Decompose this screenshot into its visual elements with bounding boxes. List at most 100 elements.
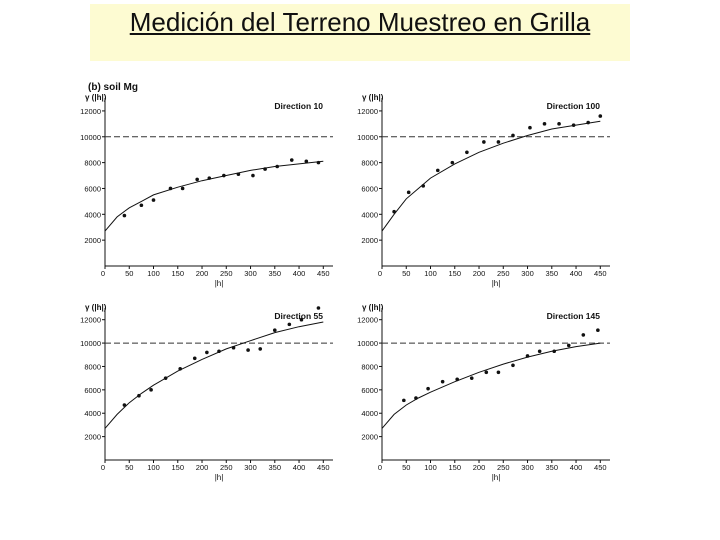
figure-label: (b) soil Mg (88, 82, 138, 93)
sample-point (149, 388, 153, 392)
sample-point (421, 184, 426, 188)
y-tick-label: 4000 (361, 409, 378, 418)
y-tick-label: 12000 (80, 316, 101, 325)
y-axis-label: γ (|h|) (85, 93, 107, 102)
sample-point (163, 376, 168, 380)
sample-point (180, 186, 185, 191)
x-tick-label: 0 (378, 269, 382, 278)
sample-point (222, 173, 226, 178)
y-tick-label: 2000 (361, 433, 378, 442)
y-tick-label: 4000 (84, 210, 101, 219)
x-tick-label: 400 (570, 269, 583, 278)
sample-point (192, 356, 197, 361)
y-tick-label: 12000 (80, 107, 101, 116)
y-tick-label: 12000 (357, 316, 378, 325)
y-tick-label: 4000 (361, 210, 378, 219)
sample-point (557, 122, 561, 126)
x-tick-label: 400 (570, 463, 583, 472)
x-tick-label: 200 (196, 269, 209, 278)
y-tick-label: 8000 (84, 362, 101, 371)
y-axis-label: γ (|h|) (362, 93, 384, 102)
x-tick-label: 150 (172, 269, 185, 278)
sample-point (440, 379, 445, 384)
panel-4: 2000 4000 6000 8000 10000 12000 0 50 100 150 200 25… (357, 303, 610, 482)
x-tick-label: 200 (196, 463, 209, 472)
y-tick-label: 10000 (357, 133, 378, 142)
model-curve (381, 342, 601, 429)
y-tick-label: 2000 (84, 236, 101, 245)
x-tick-label: 350 (546, 463, 559, 472)
sample-point (236, 172, 241, 177)
sample-point (168, 186, 173, 191)
x-tick-label: 100 (424, 463, 437, 472)
x-axis-label: |h| (492, 279, 501, 288)
y-tick-label: 2000 (361, 236, 378, 245)
x-tick-label: 50 (402, 463, 410, 472)
x-tick-label: 400 (293, 269, 306, 278)
sample-point (426, 386, 430, 391)
sample-point (525, 354, 530, 358)
x-tick-label: 0 (378, 463, 382, 472)
x-tick-label: 300 (244, 463, 257, 472)
y-tick-label: 12000 (357, 107, 378, 116)
x-tick-label: 50 (125, 269, 133, 278)
x-tick-label: 300 (521, 269, 534, 278)
x-tick-label: 150 (449, 269, 462, 278)
sample-point (586, 120, 590, 125)
x-axis-label: |h| (492, 473, 501, 482)
x-tick-label: 0 (101, 463, 105, 472)
y-tick-label: 2000 (84, 433, 101, 442)
sample-point (511, 133, 515, 138)
x-tick-label: 450 (594, 269, 607, 278)
sample-point (537, 349, 542, 354)
sample-point (406, 190, 411, 195)
panel-title: Direction 100 (547, 101, 601, 111)
sample-point (465, 150, 469, 155)
sample-point (122, 213, 127, 218)
y-tick-label: 10000 (80, 339, 101, 348)
sample-point (571, 123, 576, 127)
sample-point (299, 317, 304, 322)
x-axis-label: |h| (215, 279, 224, 288)
sample-point (528, 125, 532, 130)
x-tick-label: 100 (424, 269, 437, 278)
slide-title: Medición del Terreno Muestreo en Grilla (129, 7, 591, 37)
title-banner: Medición del Terreno Muestreo en Grilla (90, 4, 630, 61)
sample-point (178, 367, 182, 371)
sample-point (304, 159, 309, 164)
model-curve (104, 321, 324, 429)
x-tick-label: 300 (521, 463, 534, 472)
y-tick-label: 8000 (361, 362, 378, 371)
x-tick-label: 50 (402, 269, 410, 278)
sample-point (596, 328, 600, 333)
x-tick-label: 400 (293, 463, 306, 472)
sample-point (566, 343, 571, 348)
x-axis-label: |h| (215, 473, 224, 482)
panel-2: 2000 4000 6000 8000 10000 12000 0 50 100 150 200 25… (357, 93, 610, 288)
panel-title: Direction 10 (274, 101, 323, 111)
x-tick-label: 350 (269, 269, 282, 278)
sample-point (552, 349, 557, 354)
sample-point (598, 114, 603, 118)
x-tick-label: 200 (473, 463, 486, 472)
y-tick-label: 4000 (84, 409, 101, 418)
x-tick-label: 150 (449, 463, 462, 472)
y-tick-label: 6000 (361, 386, 378, 395)
sample-point (496, 370, 501, 375)
sample-point (137, 393, 141, 398)
sample-point (581, 333, 586, 337)
sample-point (287, 322, 292, 327)
y-tick-label: 10000 (357, 339, 378, 348)
sample-point (246, 348, 250, 352)
sample-point (316, 160, 321, 165)
x-tick-label: 100 (147, 463, 160, 472)
x-tick-label: 100 (147, 269, 160, 278)
model-curve (381, 120, 601, 232)
variogram-figure: (b) soil Mg 2000 4000 6000 8000 10000 12000 0 5… (80, 76, 640, 486)
sample-point (122, 403, 127, 407)
y-tick-label: 6000 (361, 184, 378, 193)
model-curve (104, 160, 324, 232)
sample-point (205, 350, 209, 355)
x-tick-label: 150 (172, 463, 185, 472)
x-tick-label: 300 (244, 269, 257, 278)
